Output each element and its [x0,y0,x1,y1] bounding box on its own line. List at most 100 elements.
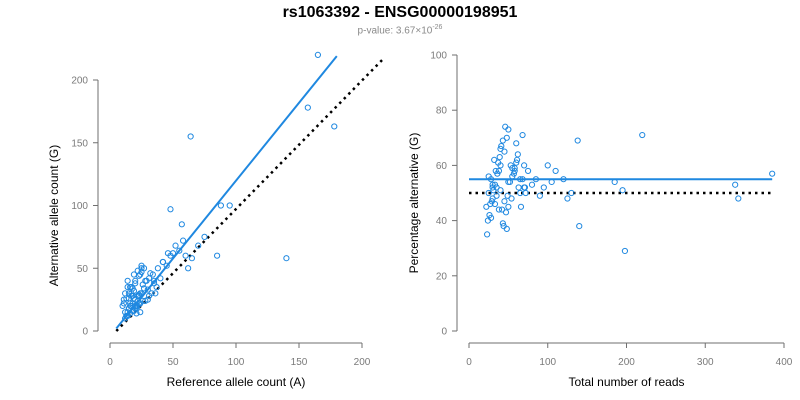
panel1-data-point [137,309,144,316]
panel2-data-point [517,189,524,197]
panel2-data-point [495,159,502,166]
panel2-x-tick-label: 200 [618,357,635,368]
panel2-y-tick-label: 20 [436,271,448,282]
panel2-data-point [503,225,510,232]
panel2-data-point [489,181,496,188]
panel2-data-point [769,170,776,177]
panel1-y-tick-label: 100 [71,201,88,212]
panel1-data-point [178,221,185,228]
panel1-data-point [159,258,167,266]
panel1-data-point [164,250,172,257]
panel2-y-tick-label: 80 [436,106,448,117]
panel1-x-axis-title: Reference allele count (A) [167,375,306,389]
panel1-data-point [130,287,138,294]
panel1-data-point [163,262,170,269]
panel1-data-point [188,255,195,262]
panel2-data-point [514,151,521,158]
panel2-data-point [496,154,503,161]
panel2-data-point [735,195,742,202]
panel2-data-point [495,206,503,213]
panel2-data-point [501,198,508,205]
panel2-data-point [552,167,559,175]
panel1-data-point [152,290,159,297]
panel2-data-point [510,170,517,177]
panel2-data-point [544,162,551,169]
p-value-text: p-value: 3.67×10 [357,25,433,37]
panel2-data-point [540,184,547,191]
panel2-data-point [639,131,646,139]
panel1-reference-line [115,57,385,332]
panel1-data-point [283,255,290,262]
panel1-data-point [179,237,187,244]
panel1-data-point [122,290,129,297]
panel2-data-point [513,159,520,166]
panel1-x-tick-label: 50 [167,357,179,368]
panel2-data-point [732,181,739,188]
panel1-data-point [119,302,126,309]
panel1-data-point [123,312,130,320]
panel2-y-tick-label: 0 [441,327,447,338]
panel2-data-point [528,181,536,188]
panel1-data-point [167,206,174,213]
panel1-data-point [132,280,139,287]
panel1-x-tick-label: 200 [354,357,371,368]
panel1-data-point [149,271,156,278]
panel1-data-point [195,242,202,249]
panel1-data-point [140,285,148,292]
panel2-data-point [505,203,512,210]
panel1-y-axis-title: Alternative allele count (G) [47,145,61,286]
panel2-data-point [521,184,528,191]
panel2-data-point [492,167,499,175]
panel2-data-point [568,189,575,197]
panel1-data-point [304,104,311,111]
panel1-data-point [214,252,221,259]
panel2-data-point [489,184,496,191]
panel1-data-point [172,242,179,249]
panel1-data-point [124,277,131,284]
panel2-x-tick-label: 300 [697,357,714,368]
panel1-data-point [137,271,144,278]
panel1-data-point [120,296,127,303]
panel2-data-point [576,223,583,230]
panel1-data-point [314,51,321,59]
chart-title: rs1063392 - ENSG00000198951 [282,4,518,21]
panel2-data-point [498,142,505,150]
panel2-data-point [515,184,522,191]
panel2-data-point [621,247,629,255]
panel2-data-point [619,187,626,194]
panel1-data-point [201,233,208,240]
panel1-data-point [138,265,145,272]
panel2-data-point [491,200,499,208]
panel2-x-tick-label: 0 [466,357,472,368]
panel1-fit-line [115,55,338,330]
panel1-y-tick-label: 200 [71,76,88,87]
panel2-data-point [487,214,495,221]
panel2-data-point [509,165,516,172]
panel2-data-point [484,231,491,238]
panel2-data-point [499,137,506,144]
panel1-data-point [145,292,153,299]
panel1-y-tick-label: 0 [82,327,88,338]
panel2-data-point [485,189,492,197]
panel2-data-point [517,203,525,210]
panel1-data-point [187,133,194,140]
panel2-data-point [499,220,506,227]
panel1-x-tick-label: 100 [228,357,245,368]
panel1-y-tick-label: 50 [77,264,89,275]
panel1-data-point [132,277,139,284]
panel1-data-point [127,300,134,307]
panel1-data-point [151,277,158,284]
panel2-data-point [519,131,526,139]
panel2-y-axis-title: Percentage alternative (G) [407,133,421,274]
panel2-data-point [513,140,520,147]
chart-subtitle: p-value: 3.67×10-26 [0,24,800,36]
panel2-data-point [493,192,500,199]
panel2-x-axis-title: Total number of reads [568,375,684,389]
panel2-x-tick-label: 100 [539,357,556,368]
panel1-data-point [153,283,160,291]
panel1-data-point [182,252,189,259]
panel1-data-point [176,247,183,254]
panel1-data-point [217,202,224,209]
